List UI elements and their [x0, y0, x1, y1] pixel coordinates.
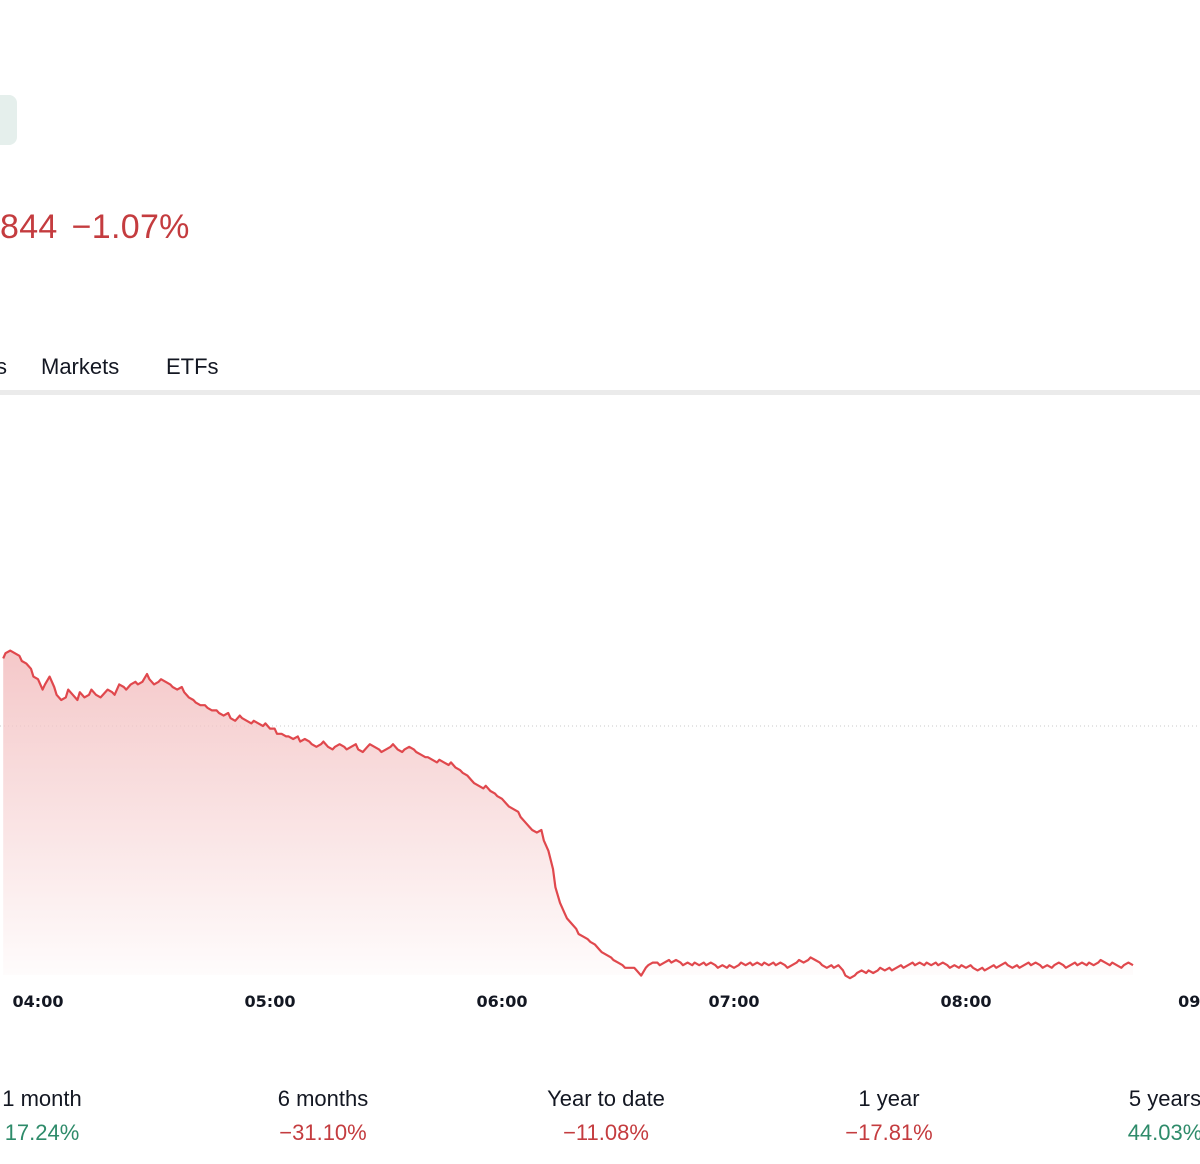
- x-axis-ticks: 04:00 05:00 06:00 07:00 08:00 09:0: [13, 992, 1200, 1011]
- change-absolute: 844: [0, 208, 58, 246]
- price-change: 844 −1.07%: [0, 208, 190, 247]
- x-tick-label: 04:00: [13, 992, 64, 1011]
- period-year-to-date[interactable]: Year to date −11.08%: [506, 1084, 706, 1148]
- period-value: 44.03%: [1127, 1120, 1200, 1145]
- tab-markets[interactable]: Markets: [41, 354, 120, 379]
- price-chart-svg: 04:00 05:00 06:00 07:00 08:00 09:0: [0, 649, 1200, 1011]
- price-line: [2, 649, 1134, 980]
- x-tick-label: 05:00: [245, 992, 296, 1011]
- period-label: 1 year: [858, 1086, 920, 1111]
- period-label: 5 years: [1128, 1086, 1200, 1111]
- x-tick-label: 07:00: [709, 992, 760, 1011]
- period-1-month[interactable]: 1 month 17.24%: [0, 1084, 142, 1148]
- period-value: −11.08%: [563, 1120, 649, 1145]
- period-value: 17.24%: [4, 1120, 80, 1145]
- period-label: 1 month: [2, 1086, 82, 1111]
- tabs-divider: [0, 390, 1200, 395]
- period-label: 6 months: [277, 1086, 369, 1111]
- period-6-months[interactable]: 6 months −31.10%: [223, 1084, 423, 1148]
- x-tick-label: 06:00: [477, 992, 528, 1011]
- x-tick-label: 08:00: [941, 992, 992, 1011]
- period-value: −17.81%: [845, 1120, 933, 1145]
- symbol-badge[interactable]: [0, 95, 17, 145]
- period-value: −31.10%: [279, 1120, 367, 1145]
- period-label: Year to date: [547, 1086, 665, 1111]
- price-chart[interactable]: 04:00 05:00 06:00 07:00 08:00 09:0: [0, 400, 1200, 1040]
- change-percent: −1.07%: [71, 208, 190, 246]
- period-5-years[interactable]: 5 years 44.03%: [1065, 1084, 1200, 1148]
- section-tabs: s Markets ETFs: [0, 352, 1200, 398]
- tab-partial[interactable]: s: [0, 354, 7, 379]
- price-area: [3, 650, 1134, 979]
- x-tick-label: 09:0: [1178, 992, 1200, 1011]
- period-1-year[interactable]: 1 year −17.81%: [789, 1084, 989, 1148]
- tab-etfs[interactable]: ETFs: [166, 354, 219, 379]
